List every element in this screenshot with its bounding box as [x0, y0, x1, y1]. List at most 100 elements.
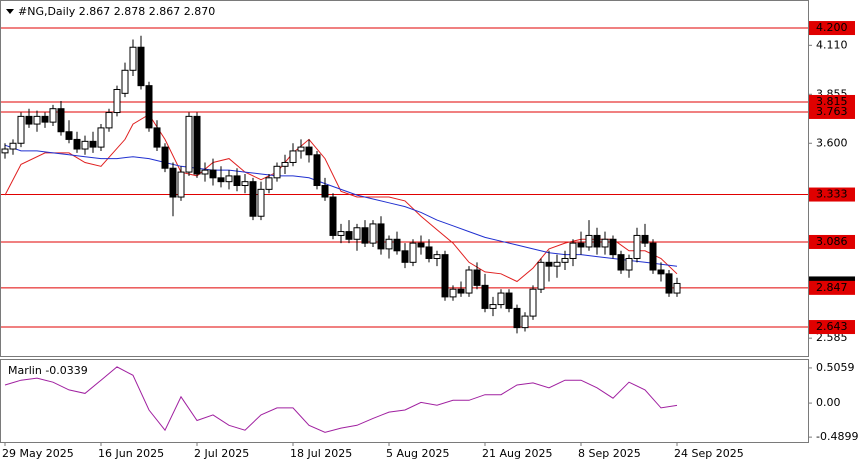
candle-body: [137, 46, 145, 87]
candle-body: [625, 257, 633, 271]
candle-body: [601, 238, 609, 248]
y-tick-label: 4.110: [816, 38, 848, 51]
level-label: 3.815: [816, 95, 848, 108]
main-panel: [0, 27, 808, 334]
candle-body: [33, 115, 41, 125]
candle-body: [17, 115, 25, 144]
candle-body: [305, 146, 313, 156]
candle-body: [49, 108, 57, 123]
level-box: [809, 187, 855, 202]
candle-body: [361, 227, 369, 244]
candle-body: [561, 257, 569, 263]
x-tick-label: 21 Aug 2025: [482, 447, 552, 460]
oscillator-frame: [0, 359, 809, 443]
candle-body: [89, 140, 97, 148]
candle-body: [577, 242, 585, 248]
candle-body: [121, 69, 129, 94]
candle-body: [209, 169, 217, 179]
candle-body: [97, 127, 105, 148]
candle-body: [57, 108, 65, 133]
candle-body: [649, 242, 657, 271]
candle-body: [569, 242, 577, 259]
candle-body: [369, 223, 377, 244]
moving-average: [4, 113, 678, 283]
candle-body: [657, 269, 665, 275]
candle-body: [25, 115, 33, 125]
y-tick-label: -0.4899: [816, 430, 858, 443]
level-box: [809, 104, 855, 119]
candle-body: [273, 165, 281, 179]
candle-body: [393, 238, 401, 252]
candle-body: [385, 238, 393, 250]
candle-body: [489, 304, 497, 309]
y-tick-label: 2.585: [816, 331, 848, 344]
candle-body: [225, 175, 233, 183]
candle-body: [545, 261, 553, 267]
candle-body: [313, 154, 321, 187]
candle-body: [9, 142, 17, 150]
candle-body: [153, 127, 161, 148]
candle-body: [161, 146, 169, 169]
level-box: [809, 280, 855, 295]
x-tick-label: 2 Jul 2025: [194, 447, 249, 460]
oscillator-label: Marlin -0.0339: [8, 364, 88, 377]
candle-body: [537, 261, 545, 290]
candle-body: [193, 115, 201, 175]
menu-triangle[interactable]: [6, 9, 14, 14]
candle-body: [241, 181, 249, 187]
candle-body: [105, 112, 113, 129]
oscillator-line: [4, 366, 678, 433]
candle-body: [289, 150, 297, 163]
candle-body: [641, 234, 649, 244]
candle-body: [457, 288, 465, 294]
level-label: 4.200: [816, 21, 848, 34]
level-box: [809, 320, 855, 335]
x-tick-label: 16 Jun 2025: [98, 447, 164, 460]
candle-body: [73, 138, 81, 150]
candle-body: [41, 115, 49, 123]
candle-body: [145, 85, 153, 129]
candle-body: [433, 254, 441, 259]
candle-body: [521, 315, 529, 329]
level-label: 3.333: [816, 188, 848, 201]
x-tick-label: 5 Aug 2025: [386, 447, 449, 460]
candle-body: [169, 167, 177, 198]
candle-body: [417, 242, 425, 248]
y-tick-label: 0.5059: [816, 361, 855, 374]
level-label: 3.086: [816, 235, 848, 248]
candle-body: [441, 254, 449, 298]
candle-body: [81, 140, 89, 150]
candle-body: [185, 115, 193, 173]
candle-body: [505, 292, 513, 309]
candle-body: [553, 261, 561, 267]
chart-title: #NG,Daily 2.867 2.878 2.867 2.870: [18, 5, 215, 18]
candle-body: [497, 292, 505, 306]
candle-body: [529, 288, 537, 317]
candle-body: [321, 185, 329, 198]
candle-body: [281, 161, 289, 167]
candle-body: [201, 169, 209, 175]
candle-body: [353, 227, 361, 240]
candle-body: [481, 284, 489, 309]
y-tick-label: 3.600: [816, 136, 848, 149]
candle-body: [297, 146, 305, 152]
candle-body: [337, 231, 345, 236]
x-tick-label: 29 May 2025: [2, 447, 74, 460]
candle-body: [665, 273, 673, 294]
candle-body: [345, 231, 353, 240]
candle-body: [409, 242, 417, 263]
main-frame: [0, 0, 809, 357]
candle-body: [377, 223, 385, 250]
candle-body: [217, 177, 225, 183]
candle-body: [329, 196, 337, 236]
candle-body: [585, 234, 593, 248]
candle-body: [513, 307, 521, 329]
candle-body: [465, 269, 473, 294]
candle-body: [609, 238, 617, 256]
level-label: 2.847: [816, 281, 848, 294]
candle-body: [425, 246, 433, 259]
candle-body: [257, 188, 265, 217]
